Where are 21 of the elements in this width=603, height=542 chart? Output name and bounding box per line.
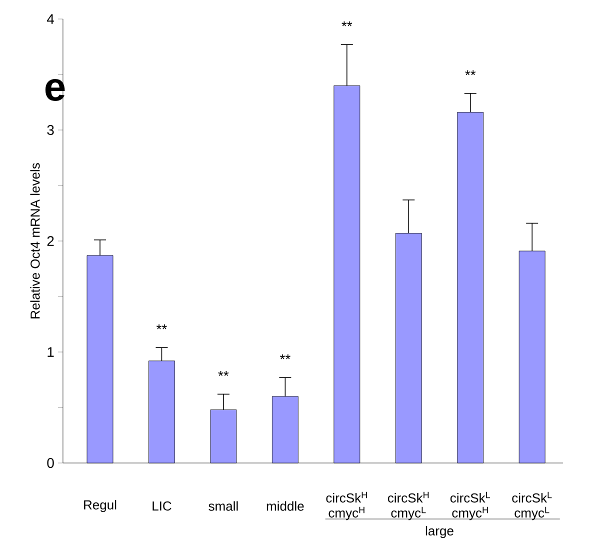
y-tick-label: 1 [48,347,54,357]
annotation: ** [156,324,167,330]
x-tick-label: Regul [84,500,116,512]
annotation: ** [218,371,229,376]
y-axis-title: Relative Oct4 mRNA levels [30,163,40,318]
x-tick-label: LIC [152,501,172,511]
category-label: circSk$^{L}$ cmyc$^{H}$ [450,492,490,520]
x-tick-label: middle [266,501,304,511]
annotation: ** [465,70,476,76]
category-label: circSk$^{H}$ cmyc$^{L}$ [388,492,429,520]
y-tick-label: 0 [47,458,54,468]
y-tick-label: 4 [46,14,54,24]
text: large [426,526,454,538]
annotation: e [45,79,65,101]
category-label: circSk$^{H}$ cmyc$^{H}$ [326,492,367,520]
annotation: ** [280,354,290,360]
annotation: ** [342,21,352,26]
y-tick-label: 3 [47,125,54,135]
x-tick-label: small [208,501,238,511]
category-label: circSk$^{L}$ cmyc$^{L}$ [512,492,552,520]
y-tick-label: 2 [47,236,54,246]
